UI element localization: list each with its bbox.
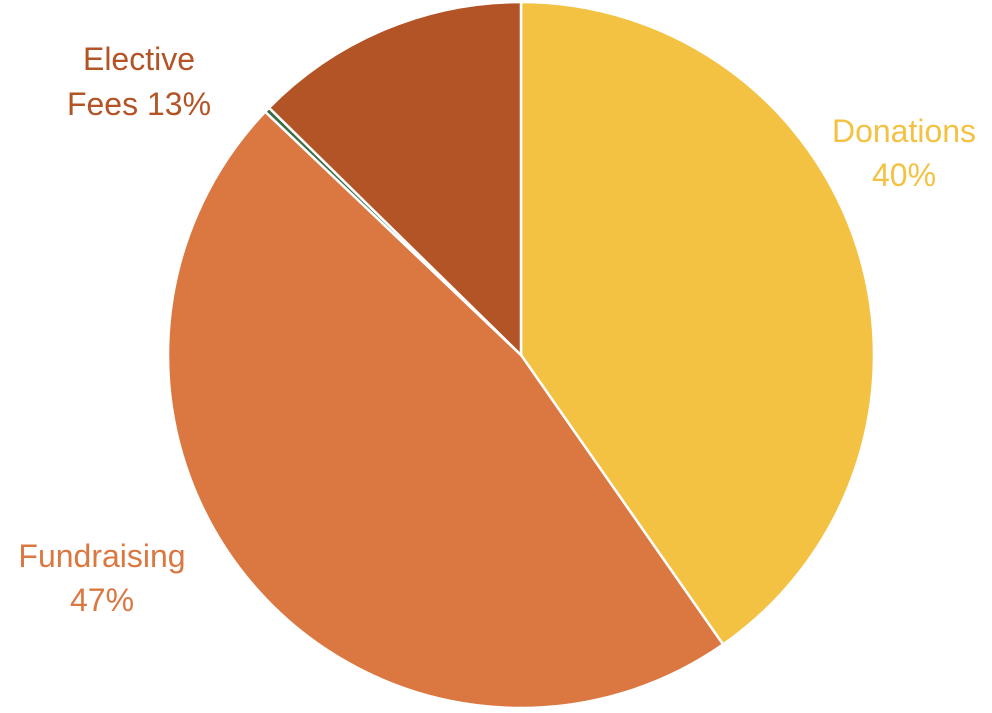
pie-slice-donations — [519, 0, 876, 646]
fundraising-percent-label: 47% — [70, 582, 134, 618]
fundraising-label: Fundraising — [18, 538, 185, 574]
donations-percent-label: 40% — [872, 157, 936, 193]
donations-label: Donations — [832, 113, 976, 149]
pie-slice-elective-fees — [267, 0, 523, 357]
slice-labels: Donations 40% Fundraising 47% Elective F… — [18, 41, 976, 618]
elective-label: Elective — [83, 41, 195, 77]
pie-slices — [166, 0, 876, 710]
pie-slice-fundraising — [166, 110, 725, 710]
fees-percent-label: Fees 13% — [67, 86, 211, 122]
